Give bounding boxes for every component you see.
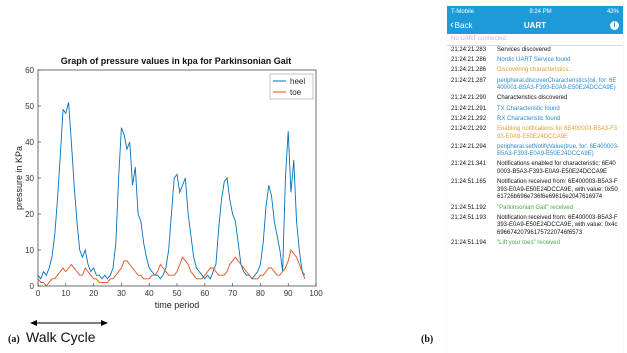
log-message: TX Characteristic found (497, 105, 560, 112)
log-row: 21:24:21.294 peripheral.setNotifyValue(tr… (451, 144, 623, 159)
legend-toe-label: toe (290, 88, 302, 97)
connection-status: No UART connected (447, 34, 623, 46)
series-layer (37, 102, 306, 287)
log-message: Notification received from: 6E400003-B5A… (497, 214, 618, 236)
log-message: "Lift your toes" received (497, 240, 560, 247)
log-message: Nordic UART Service found (497, 57, 571, 64)
x-tick-label: 90 (284, 289, 293, 298)
log-message: Discovering characteristics... (497, 67, 574, 74)
back-button[interactable]: ‹ Back (450, 19, 473, 31)
x-axis-label: time period (155, 300, 200, 310)
log-row: 21:24:21.283 Services discovered (451, 47, 623, 55)
log-timestamp: 21:24:51.193 (451, 214, 487, 221)
log-message: Characteristics discovered (497, 95, 568, 102)
log-row: 21:24:21.290 Characteristics discovered (451, 95, 623, 103)
log-timestamp: 21:24:21.286 (451, 67, 487, 74)
x-tick-label: 60 (200, 289, 209, 298)
legend-box (269, 73, 314, 100)
carrier-label: T-Mobile (451, 8, 475, 15)
log-timestamp: 21:24:21.290 (451, 95, 487, 102)
walk-cycle-arrow (30, 320, 108, 326)
log-timestamp: 21:24:51.194 (451, 240, 487, 247)
log-timestamp: 21:24:21.294 (451, 143, 487, 150)
info-icon[interactable]: i (610, 21, 619, 30)
y-tick-label: 40 (25, 138, 34, 147)
phone-screen: T-Mobile 9:24 PM 43% ‹ Back UART i No UA… (447, 6, 623, 353)
axis-ticks: 0 10 20 30 40 50 60 70 80 90 100 0 10 20 30 40 50 60 (25, 66, 323, 298)
log-row: 21:24:51.165 Notification received from: … (451, 179, 623, 202)
nav-title: UART (523, 21, 547, 30)
x-tick-label: 70 (228, 289, 237, 298)
x-tick-label: 80 (256, 289, 265, 298)
back-label: Back (454, 20, 473, 30)
log-row: 21:24:21.286 Discovering characteristics.… (451, 67, 623, 75)
legend: heel toe (269, 73, 314, 100)
x-tick-label: 50 (173, 289, 182, 298)
log-timestamp: 21:24:51.192 (451, 204, 487, 211)
log-message: Services discovered (497, 47, 551, 53)
log-timestamp: 21:24:21.286 (451, 57, 487, 64)
x-tick-label: 10 (61, 289, 70, 298)
log-timestamp: 21:24:21.287 (451, 77, 487, 84)
status-bar: T-Mobile 9:24 PM 43% (447, 6, 623, 17)
log-timestamp: 21:24:21.292 (451, 125, 487, 132)
y-tick-label: 10 (25, 246, 34, 255)
log-message: "Parkinsonian Gait" received (497, 204, 573, 211)
chart-title: Graph of pressure values in kpa for Park… (61, 56, 292, 66)
plot-area (37, 69, 317, 287)
log-row: 21:24:21.287 peripheral.discoverCharacter… (451, 78, 623, 93)
log-timestamp: 21:24:21.341 (451, 161, 487, 168)
log-message: RX Characteristic found (497, 115, 561, 122)
log-row: 21:24:21.291 TX Characteristic found (451, 106, 623, 114)
log-row: 21:24:21.341 Notifications enabled for ch… (451, 161, 623, 176)
status-time: 9:24 PM (529, 8, 552, 15)
y-tick-label: 60 (25, 66, 34, 75)
log-row: 21:24:51.192 "Parkinsonian Gait" received (451, 205, 623, 213)
y-tick-label: 20 (25, 210, 34, 219)
log-message: peripheral.setNotifyValue(true, for: 6E4… (497, 143, 619, 158)
y-tick-label: 0 (30, 282, 35, 291)
figure-label-a: (a) (8, 334, 20, 345)
y-tick-label: 50 (25, 102, 34, 111)
log-timestamp: 21:24:21.291 (451, 105, 487, 112)
walk-cycle-caption: Walk Cycle (26, 329, 96, 345)
pressure-chart: Graph of pressure values in kpa for Park… (14, 56, 323, 326)
log-timestamp: 21:24:21.283 (451, 47, 487, 53)
log-message: Enabling notifications for 6E400003-B5A3… (497, 125, 618, 140)
series-line-toe (37, 248, 306, 287)
log-row: 21:24:51.193 Notification received from: … (451, 215, 623, 238)
legend-heel-label: heel (290, 77, 305, 86)
log-timestamp: 21:24:21.292 (451, 115, 487, 122)
x-tick-label: 40 (145, 289, 154, 298)
log-row: 21:24:21.292 Enabling notifications for 6… (451, 126, 623, 141)
y-tick-label: 30 (25, 174, 34, 183)
figure-label-b: (b) (421, 334, 434, 345)
x-tick-label: 100 (309, 289, 323, 298)
log-row: 21:24:51.194 "Lift your toes" received (451, 240, 623, 248)
log-timestamp: 21:24:51.165 (451, 179, 487, 186)
log-row: 21:24:21.286 Nordic UART Service found (451, 57, 623, 65)
log-message: Notifications enabled for characteristic… (497, 161, 616, 176)
log-message: peripheral.discoverCharacteristics(nil, … (497, 77, 617, 92)
series-line-heel (37, 102, 306, 280)
uart-log[interactable]: 21:24:21.283 Services discovered 21:24:21.… (447, 46, 623, 248)
x-tick-label: 30 (117, 289, 126, 298)
navigation-bar: ‹ Back UART i (447, 17, 623, 34)
log-message: Notification received from: 6E400003-B5A… (497, 179, 618, 201)
chevron-left-icon: ‹ (450, 19, 454, 31)
y-axis-label: pressure in KPa (14, 146, 24, 210)
x-tick-label: 20 (89, 289, 98, 298)
x-tick-label: 0 (36, 289, 41, 298)
battery-level: 43% (606, 8, 619, 15)
log-row: 21:24:21.292 RX Characteristic found (451, 116, 623, 124)
